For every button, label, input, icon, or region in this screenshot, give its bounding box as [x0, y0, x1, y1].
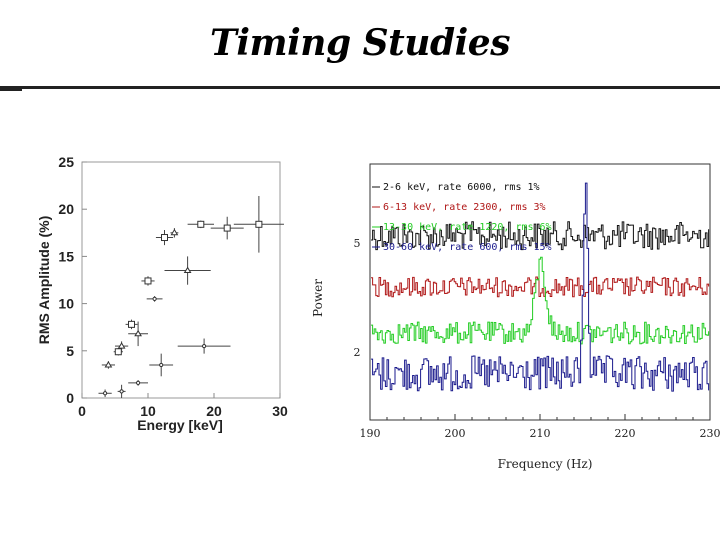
data-point [115, 341, 129, 351]
data-point [117, 384, 126, 398]
y-axis-label: RMS Amplitude (%) [36, 216, 52, 345]
data-point [101, 360, 115, 369]
x-tick-label: 0 [78, 403, 86, 419]
y-tick-label: 25 [58, 154, 74, 170]
x-tick-label: 10 [140, 403, 156, 419]
y-tick-label: 15 [58, 248, 74, 264]
y-tick-label: 20 [58, 201, 74, 217]
title-rule [0, 86, 720, 89]
data-point [210, 216, 244, 240]
x-tick-label: 20 [206, 403, 222, 419]
data-point [233, 195, 284, 253]
data-point [170, 228, 179, 238]
x-tick-label: 30 [272, 403, 288, 419]
page-title: Timing Studies [210, 22, 510, 64]
title-rule-accent [0, 86, 22, 91]
data-point [98, 389, 112, 398]
data-point [177, 338, 231, 354]
data-point [187, 220, 214, 229]
data-point [146, 296, 163, 302]
x-axis-label: Energy [keV] [137, 417, 223, 433]
data-point [128, 321, 148, 347]
y-tick-label: 10 [58, 296, 74, 312]
data-point [155, 229, 174, 246]
data-point [141, 276, 155, 286]
data-point [164, 256, 211, 285]
data-point [149, 353, 174, 377]
data-point [113, 347, 123, 356]
y-tick-label: 5 [66, 343, 74, 359]
data-point [125, 319, 138, 330]
plot-frame [81, 161, 281, 399]
data-point [128, 380, 148, 386]
y-tick-label: 0 [66, 390, 74, 406]
